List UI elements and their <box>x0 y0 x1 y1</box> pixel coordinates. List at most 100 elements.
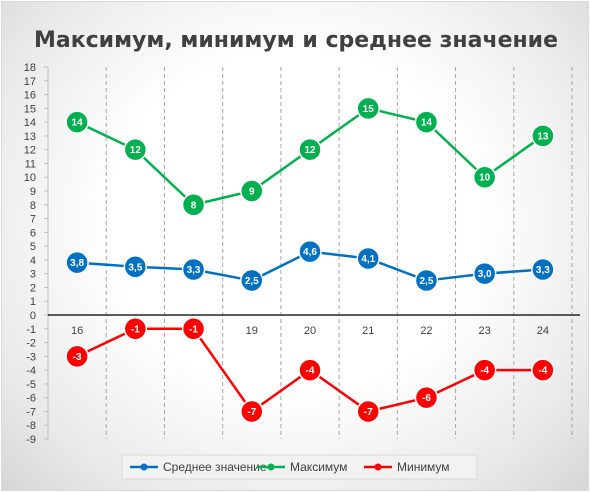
y-tick-label: 14 <box>24 117 36 129</box>
data-label: -7 <box>247 407 256 418</box>
y-tick-label: 18 <box>24 62 36 74</box>
y-tick-label: 11 <box>25 158 36 170</box>
data-point <box>414 385 439 410</box>
data-point <box>472 358 497 382</box>
data-label: -4 <box>306 366 315 377</box>
data-label: 14 <box>72 118 84 129</box>
data-point <box>356 96 380 121</box>
data-point <box>240 268 264 293</box>
data-point <box>65 250 89 275</box>
data-point <box>356 246 380 271</box>
y-tick-label: -4 <box>26 365 36 377</box>
x-tick-label: 21 <box>362 325 374 337</box>
data-label: 2,5 <box>419 276 433 287</box>
data-label: 12 <box>130 145 142 156</box>
y-tick-label: 17 <box>24 76 36 88</box>
data-label: 3,3 <box>187 265 201 276</box>
data-label: 3,3 <box>536 265 550 276</box>
data-point <box>123 317 148 341</box>
y-tick-label: 12 <box>24 145 36 157</box>
data-point <box>123 137 148 162</box>
y-tick-label: -1 <box>26 324 36 336</box>
y-tick-label: 8 <box>30 200 36 212</box>
y-tick-label: 1 <box>30 296 36 308</box>
y-tick-label: 16 <box>24 90 36 102</box>
series-2: -3 -1 -1 -7 -4 -7 -6 -4 -4 <box>65 317 555 424</box>
data-point <box>356 399 380 424</box>
data-label: 9 <box>249 187 255 198</box>
data-label: -4 <box>538 366 547 377</box>
legend-swatch-marker <box>374 463 382 471</box>
y-tick-label: 3 <box>30 269 36 281</box>
data-point <box>298 137 322 162</box>
data-point <box>240 399 264 424</box>
y-tick-label: 4 <box>30 255 36 267</box>
y-tick-label: -6 <box>26 393 36 405</box>
data-point <box>240 179 264 203</box>
x-tick-label: 22 <box>420 325 432 337</box>
data-label: 14 <box>421 118 433 129</box>
data-label: 3,5 <box>128 262 142 273</box>
data-label: 13 <box>537 131 549 142</box>
y-tick-label: 9 <box>30 186 36 198</box>
data-label: -7 <box>364 407 373 418</box>
data-label: -1 <box>189 324 198 335</box>
y-tick-label: 10 <box>24 172 36 184</box>
legend-swatch-marker <box>267 463 275 471</box>
y-tick-label: 13 <box>24 131 36 143</box>
y-tick-label: -9 <box>26 434 36 446</box>
series-1: 14 12 8 9 12 15 14 10 13 <box>65 96 555 217</box>
data-point <box>472 165 497 189</box>
series-layer: 3,8 3,5 3,3 2,5 4,6 4,1 2,5 3,0 3,3 14 12 8 9 12 15 14 1… <box>65 96 555 424</box>
data-label: -4 <box>480 366 489 377</box>
y-tick-label: 2 <box>30 282 36 294</box>
x-tick-label: 19 <box>246 325 258 337</box>
data-label: 4,1 <box>361 254 375 265</box>
data-point <box>472 261 497 286</box>
data-label: 4,6 <box>303 247 317 258</box>
y-tick-label: -3 <box>26 351 36 363</box>
data-label: 8 <box>191 200 197 211</box>
x-tick-label: 24 <box>537 325 549 337</box>
data-point <box>298 358 322 382</box>
data-label: 2,5 <box>245 276 259 287</box>
grid-layer <box>47 67 573 439</box>
series-0: 3,8 3,5 3,3 2,5 4,6 4,1 2,5 3,0 3,3 <box>65 239 555 293</box>
data-point <box>298 239 322 264</box>
data-point <box>531 257 555 282</box>
y-tick-label: 6 <box>30 227 36 239</box>
y-tick-label: 15 <box>24 103 36 115</box>
legend-entry-label: Минимум <box>397 460 450 474</box>
data-point <box>414 268 439 293</box>
data-label: -6 <box>422 393 431 404</box>
data-point <box>531 124 555 148</box>
y-tick-label: -5 <box>26 379 36 391</box>
data-label: -1 <box>131 324 140 335</box>
data-label: 12 <box>304 145 316 156</box>
x-tick-label: 20 <box>304 325 316 337</box>
data-point <box>181 257 206 282</box>
data-point <box>123 255 148 279</box>
y-tick-label: 5 <box>30 241 36 253</box>
legend: Среднее значение Максимум Минимум <box>121 454 478 480</box>
chart-title: Максимум, минимум и среднее значение <box>34 28 558 53</box>
legend-entry-label: Максимум <box>290 460 347 474</box>
data-label: 3,8 <box>70 258 84 269</box>
legend-box <box>121 454 478 480</box>
data-point <box>65 344 89 369</box>
y-tick-label: -2 <box>26 338 36 350</box>
data-point <box>531 358 555 382</box>
data-label: -3 <box>73 352 82 363</box>
data-label: 3,0 <box>478 269 492 280</box>
data-point <box>181 317 206 341</box>
data-label: 15 <box>363 104 375 115</box>
data-point <box>65 110 89 134</box>
data-point <box>181 193 206 217</box>
y-tick-label: -7 <box>26 406 36 418</box>
x-tick-label: 16 <box>71 325 83 337</box>
y-tick-label: -8 <box>26 420 36 432</box>
legend-entry-label: Среднее значение <box>163 460 267 474</box>
data-point <box>414 110 439 134</box>
